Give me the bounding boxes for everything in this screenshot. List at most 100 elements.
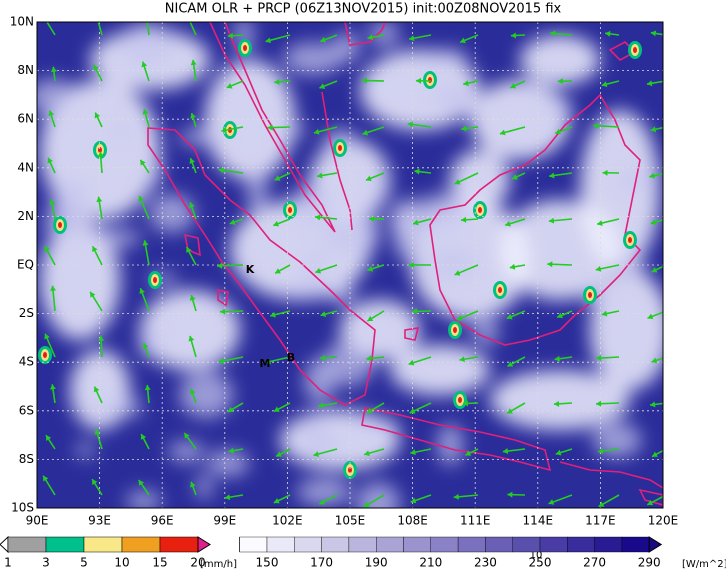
wind-arrowhead xyxy=(188,202,195,209)
wind-arrowhead xyxy=(557,312,563,319)
colorbar-segment xyxy=(348,536,377,553)
wind-arrowhead xyxy=(499,129,506,136)
cloud xyxy=(450,150,510,210)
cloud xyxy=(87,396,144,419)
wind-arrowhead xyxy=(317,172,323,179)
lon-tick-label: 102E xyxy=(272,514,303,528)
colorbar-segment xyxy=(7,536,47,553)
wind-arrowhead xyxy=(548,499,555,505)
wind-arrowhead xyxy=(601,310,608,317)
colorbar-label: 230 xyxy=(474,556,497,570)
colorbar-label: 3 xyxy=(42,556,50,570)
wind-arrowhead xyxy=(98,335,105,341)
wind-arrowhead xyxy=(90,291,96,298)
wind-arrowhead xyxy=(315,267,322,274)
wind-arrowhead xyxy=(507,408,513,414)
wind-arrowhead xyxy=(598,501,605,507)
wind-arrowhead xyxy=(548,217,555,224)
wind-arrowhead xyxy=(650,219,657,226)
cloud xyxy=(83,228,142,248)
colorbar-label: 170 xyxy=(310,556,333,570)
cloud xyxy=(104,123,141,139)
colorbar-label: 150 xyxy=(256,556,279,570)
wind-arrowhead xyxy=(547,261,553,268)
wind-arrowhead xyxy=(454,179,461,185)
colorbar-segment xyxy=(239,536,268,553)
wind-arrowhead xyxy=(649,172,655,179)
wind-arrowhead xyxy=(410,497,417,504)
wind-arrowhead xyxy=(190,481,196,488)
colorbar-segment xyxy=(83,536,123,553)
wind-arrowhead xyxy=(48,110,55,117)
wind-arrowhead xyxy=(92,246,98,253)
cloud xyxy=(369,22,400,47)
wind-arrow xyxy=(97,22,103,36)
wind-arrowhead xyxy=(224,494,231,501)
wind-arrowhead xyxy=(44,333,50,340)
rain-cell xyxy=(498,287,502,293)
wind-arrowhead xyxy=(188,335,195,342)
wind-arrowhead xyxy=(49,199,56,205)
wind-arrowhead xyxy=(650,30,657,37)
cloud xyxy=(617,164,653,195)
wind-arrowhead xyxy=(366,355,372,362)
lat-tick-label: 8S xyxy=(19,452,34,466)
wind-arrowhead xyxy=(274,175,281,181)
rain-cell xyxy=(628,237,632,243)
wind-arrowhead xyxy=(189,388,196,395)
wind-arrowhead xyxy=(366,407,373,414)
wind-arrowhead xyxy=(189,295,196,301)
wind-arrowhead xyxy=(319,499,326,505)
cloud xyxy=(541,95,573,123)
cloud xyxy=(247,169,267,215)
wind-arrowhead xyxy=(184,432,190,439)
wind-arrowhead xyxy=(190,59,197,66)
wind-arrowhead xyxy=(408,359,415,366)
wind-arrowhead xyxy=(554,355,560,362)
wind-arrowhead xyxy=(465,450,472,456)
wind-arrowhead xyxy=(43,16,48,22)
wind-arrowhead xyxy=(596,355,602,361)
wind-arrowhead xyxy=(217,262,223,269)
wind-arrowhead xyxy=(96,196,103,203)
wind-arrowhead xyxy=(93,64,99,71)
wind-arrowhead xyxy=(276,451,282,457)
wind-arrowhead xyxy=(273,406,280,412)
wind-arrowhead xyxy=(457,315,463,321)
wind-arrow xyxy=(189,22,197,36)
lat-tick-label: 6S xyxy=(19,403,34,417)
title: NICAM OLR + PRCP (06Z13NOV2015) init:00Z… xyxy=(165,2,562,17)
wind-arrowhead xyxy=(43,475,49,482)
cloud xyxy=(40,220,120,340)
wind-arrowhead xyxy=(94,112,101,119)
cloud xyxy=(37,78,76,116)
wind-arrowhead xyxy=(265,358,271,365)
wind-arrowhead xyxy=(142,240,149,246)
wind-arrowhead xyxy=(598,448,604,455)
wind-arrowhead xyxy=(412,308,418,315)
wind-arrowhead xyxy=(365,175,372,182)
colorbar-segment xyxy=(159,536,199,553)
wind-arrowhead xyxy=(408,35,415,42)
wind-arrowhead xyxy=(507,491,513,498)
lat-tick-label: 2N xyxy=(17,209,34,223)
lat-tick-label: 10S xyxy=(11,501,34,515)
colorbar-label: 270 xyxy=(583,556,606,570)
rain-cell xyxy=(428,77,432,83)
wind-arrowhead xyxy=(596,400,602,407)
wind-arrowhead xyxy=(461,125,467,132)
wind-arrowhead xyxy=(650,126,657,133)
wind-arrowhead xyxy=(319,83,326,89)
lon-tick-label: 120E xyxy=(648,514,679,528)
wind-arrowhead xyxy=(228,447,234,454)
wind-arrowhead xyxy=(219,308,226,315)
cloud xyxy=(283,42,343,75)
colorbar-label: 15 xyxy=(152,556,167,570)
wind-arrowhead xyxy=(320,311,327,318)
wind-arrow xyxy=(146,22,150,36)
rain-cell xyxy=(478,207,482,213)
wind-arrowhead xyxy=(273,497,280,504)
wind-arrowhead xyxy=(93,386,100,393)
coastlines xyxy=(147,22,663,506)
